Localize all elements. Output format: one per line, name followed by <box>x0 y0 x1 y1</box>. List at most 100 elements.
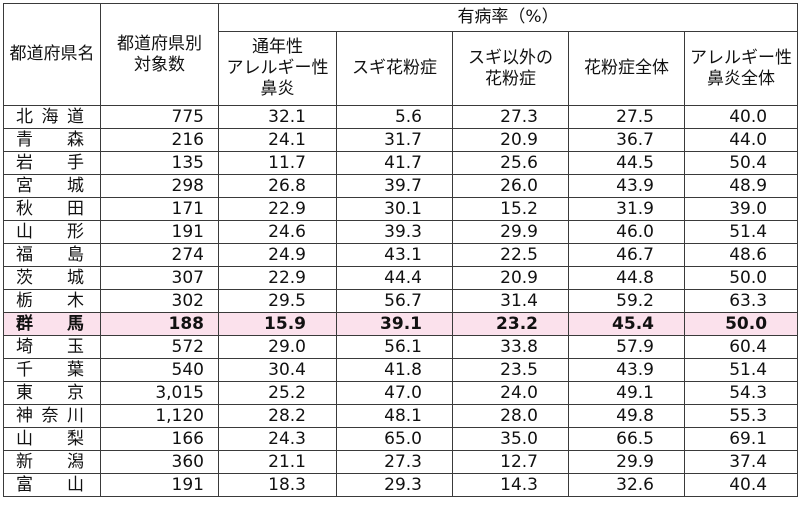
target-count: 171 <box>100 197 219 221</box>
header-pref: 都道府県名 <box>3 3 101 106</box>
prefecture-name: 茨城 <box>3 266 101 290</box>
prevalence-value: 32.6 <box>568 473 685 497</box>
prevalence-value: 63.3 <box>683 289 799 313</box>
prefecture-name: 岩手 <box>3 151 101 175</box>
table-row: 東京 3,015 25.2 47.0 24.0 49.1 54.3 <box>3 381 799 405</box>
target-count: 540 <box>100 358 219 382</box>
prevalence-value: 66.5 <box>568 427 685 451</box>
prevalence-value: 29.0 <box>218 335 337 359</box>
header-col-0: 通年性 アレルギー性 鼻炎 <box>218 31 337 106</box>
prefecture-name: 富山 <box>3 473 101 497</box>
prefecture-name: 北海道 <box>3 105 101 129</box>
prevalence-value: 15.9 <box>218 312 337 336</box>
prevalence-value: 25.6 <box>452 151 569 175</box>
table-row: 埼玉 572 29.0 56.1 33.8 57.9 60.4 <box>3 335 799 359</box>
prefecture-name: 福島 <box>3 243 101 267</box>
prevalence-value: 29.9 <box>568 450 685 474</box>
target-count: 775 <box>100 105 219 129</box>
prevalence-value: 39.7 <box>336 174 453 198</box>
table-row: 岩手 135 11.7 41.7 25.6 44.5 50.4 <box>3 151 799 175</box>
prevalence-value: 22.9 <box>218 266 337 290</box>
header-col-4: アレルギー性 鼻炎全体 <box>683 31 799 106</box>
prevalence-value: 50.0 <box>683 312 799 336</box>
table-row: 神奈川 1,120 28.2 48.1 28.0 49.8 55.3 <box>3 404 799 428</box>
prevalence-value: 48.6 <box>683 243 799 267</box>
target-count: 191 <box>100 473 219 497</box>
table-row: 北海道 775 32.1 5.6 27.3 27.5 40.0 <box>3 105 799 129</box>
header-col-1: スギ花粉症 <box>336 31 453 106</box>
prevalence-value: 48.9 <box>683 174 799 198</box>
table-row: 青森 216 24.1 31.7 20.9 36.7 44.0 <box>3 128 799 152</box>
prevalence-value: 12.7 <box>452 450 569 474</box>
table-row: 山形 191 24.6 39.3 29.9 46.0 51.4 <box>3 220 799 244</box>
prevalence-value: 44.4 <box>336 266 453 290</box>
prevalence-value: 40.0 <box>683 105 799 129</box>
prefecture-name: 秋田 <box>3 197 101 221</box>
prevalence-value: 28.0 <box>452 404 569 428</box>
prevalence-value: 15.2 <box>452 197 569 221</box>
prevalence-value: 24.1 <box>218 128 337 152</box>
prevalence-value: 50.4 <box>683 151 799 175</box>
prevalence-value: 55.3 <box>683 404 799 428</box>
prevalence-value: 59.2 <box>568 289 685 313</box>
target-count: 302 <box>100 289 219 313</box>
prevalence-value: 31.9 <box>568 197 685 221</box>
prefecture-name: 山形 <box>3 220 101 244</box>
prevalence-value: 26.0 <box>452 174 569 198</box>
prevalence-value: 24.3 <box>218 427 337 451</box>
prevalence-value: 49.1 <box>568 381 685 405</box>
header-col-3: 花粉症全体 <box>568 31 685 106</box>
prevalence-value: 39.3 <box>336 220 453 244</box>
prevalence-value: 56.7 <box>336 289 453 313</box>
prevalence-value: 14.3 <box>452 473 569 497</box>
prevalence-value: 43.1 <box>336 243 453 267</box>
prevalence-value: 5.6 <box>336 105 453 129</box>
prevalence-value: 29.5 <box>218 289 337 313</box>
target-count: 298 <box>100 174 219 198</box>
header-count: 都道府県別 対象数 <box>100 3 219 106</box>
prevalence-value: 46.7 <box>568 243 685 267</box>
prevalence-value: 44.8 <box>568 266 685 290</box>
table-row: 栃木 302 29.5 56.7 31.4 59.2 63.3 <box>3 289 799 313</box>
prevalence-value: 48.1 <box>336 404 453 428</box>
prefecture-name: 群馬 <box>3 312 101 336</box>
prevalence-value: 44.0 <box>683 128 799 152</box>
prevalence-value: 49.8 <box>568 404 685 428</box>
prefecture-name: 千葉 <box>3 358 101 382</box>
table-body: 北海道 775 32.1 5.6 27.3 27.5 40.0 青森 216 24.1 31.7 20… <box>3 105 799 497</box>
prevalence-value: 22.5 <box>452 243 569 267</box>
prevalence-value: 11.7 <box>218 151 337 175</box>
table-row: 富山 191 18.3 29.3 14.3 32.6 40.4 <box>3 473 799 497</box>
table-row: 群馬 188 15.9 39.1 23.2 45.4 50.0 <box>3 312 799 336</box>
prevalence-value: 26.8 <box>218 174 337 198</box>
prevalence-value: 29.3 <box>336 473 453 497</box>
prevalence-value: 18.3 <box>218 473 337 497</box>
prevalence-value: 47.0 <box>336 381 453 405</box>
table-header: 都道府県名 都道府県別 対象数 有病率（%） 通年性 アレルギー性 鼻炎 スギ花… <box>3 3 799 106</box>
target-count: 191 <box>100 220 219 244</box>
prefecture-name: 青森 <box>3 128 101 152</box>
table-row: 秋田 171 22.9 30.1 15.2 31.9 39.0 <box>3 197 799 221</box>
prefecture-name: 山梨 <box>3 427 101 451</box>
prevalence-value: 25.2 <box>218 381 337 405</box>
header-col-2: スギ以外の 花粉症 <box>452 31 569 106</box>
prefecture-name: 新潟 <box>3 450 101 474</box>
prevalence-value: 27.3 <box>452 105 569 129</box>
prevalence-value: 28.2 <box>218 404 337 428</box>
target-count: 3,015 <box>100 381 219 405</box>
target-count: 360 <box>100 450 219 474</box>
prevalence-value: 69.1 <box>683 427 799 451</box>
prefecture-name: 埼玉 <box>3 335 101 359</box>
prevalence-value: 41.7 <box>336 151 453 175</box>
prevalence-value: 44.5 <box>568 151 685 175</box>
target-count: 135 <box>100 151 219 175</box>
prevalence-value: 24.0 <box>452 381 569 405</box>
prevalence-value: 41.8 <box>336 358 453 382</box>
prevalence-value: 51.4 <box>683 220 799 244</box>
prevalence-value: 56.1 <box>336 335 453 359</box>
prevalence-value: 54.3 <box>683 381 799 405</box>
target-count: 274 <box>100 243 219 267</box>
prevalence-value: 43.9 <box>568 174 685 198</box>
prevalence-value: 29.9 <box>452 220 569 244</box>
prevalence-value: 65.0 <box>336 427 453 451</box>
